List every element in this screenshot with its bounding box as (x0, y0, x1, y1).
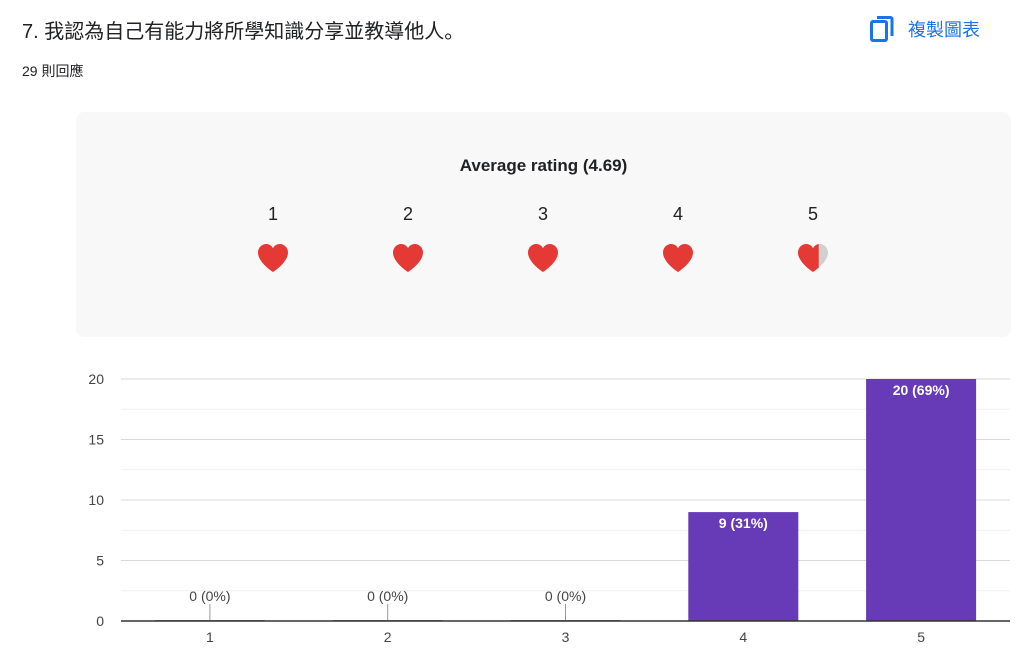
rating-scale-label: 4 (672, 204, 683, 224)
rating-scale-label: 1 (267, 204, 278, 224)
response-count: 29 則回應 (22, 63, 84, 79)
x-tick-label: 2 (384, 629, 392, 645)
x-tick-label: 4 (739, 629, 747, 645)
rating-scale-item: 5 (783, 204, 843, 275)
rating-scale-item: 3 (513, 204, 573, 275)
bar-data-label: 20 (69%) (893, 382, 950, 398)
heart-icon (393, 244, 423, 272)
x-tick-label: 5 (917, 629, 925, 645)
rating-scale-item: 2 (378, 204, 438, 275)
x-tick-label: 3 (562, 629, 570, 645)
bar (866, 379, 977, 621)
heart-icon (258, 244, 288, 272)
x-tick-label: 1 (206, 629, 214, 645)
heart-icon (528, 244, 558, 272)
question-title: 7. 我認為自己有能力將所學知識分享並教導他人。 (22, 21, 465, 43)
heart-icon (798, 244, 828, 272)
rating-scale-item: 4 (648, 204, 708, 275)
y-tick-label: 10 (88, 492, 104, 508)
y-tick-label: 0 (96, 613, 104, 629)
rating-scale-item: 1 (243, 204, 303, 275)
bar-data-label: 0 (0%) (367, 588, 408, 604)
average-rating-card: Average rating (4.69) 1 2 3 4 5 (76, 112, 1011, 337)
average-rating-title: Average rating (4.69) (459, 156, 628, 175)
rating-scale-label: 2 (402, 204, 413, 224)
copy-icon (870, 16, 894, 42)
bar-data-label: 0 (0%) (189, 588, 230, 604)
bar-data-label: 9 (31%) (719, 515, 768, 531)
copy-chart-label: 複製圖表 (908, 20, 980, 40)
y-tick-label: 5 (96, 553, 104, 569)
rating-scale-label: 5 (807, 204, 818, 224)
y-tick-label: 20 (88, 371, 104, 387)
rating-scale-label: 3 (537, 204, 548, 224)
heart-icon (663, 244, 693, 272)
copy-chart-button[interactable]: 複製圖表 (870, 12, 1010, 46)
bar-data-label: 0 (0%) (545, 588, 586, 604)
bar (688, 512, 799, 621)
y-tick-label: 15 (88, 432, 104, 448)
